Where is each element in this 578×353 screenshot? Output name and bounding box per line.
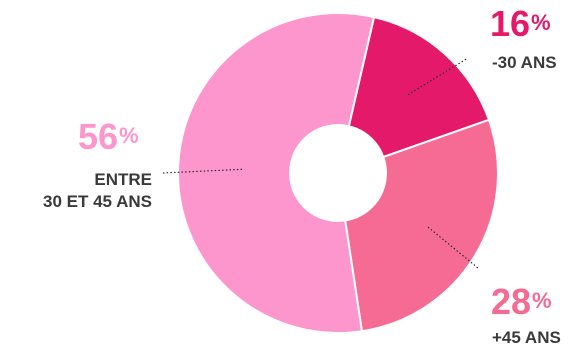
value-under-30: 16 [490,3,531,44]
slice-between [177,12,376,334]
category-label-over-45: +45 ANS [492,328,561,347]
leader-lines [162,57,479,269]
percent-sign: % [119,123,139,148]
value-label-30-45: 56% [78,119,139,155]
category-label-30-45-line2: 30 ET 45 ANS [43,192,152,211]
value-over-45: 28 [491,281,532,322]
value-30-45: 56 [78,116,119,157]
category-label-30-45: ENTRE 30 ET 45 ANS [20,169,152,213]
percent-sign: % [531,10,551,35]
percent-sign: % [532,288,552,313]
value-label-under-30: 16% [490,6,551,42]
category-label-30-45-line1: ENTRE [94,170,152,189]
value-label-over-45: 28% [491,284,552,320]
donut-hole [289,124,387,222]
category-label-under-30: -30 ANS [492,53,557,72]
leader-line-under30 [407,57,469,96]
slice-under30 [336,15,491,175]
